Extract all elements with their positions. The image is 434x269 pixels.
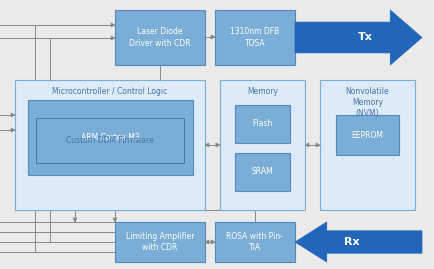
Polygon shape [111, 36, 115, 40]
Text: Tx: Tx [357, 33, 372, 43]
Bar [28, 100, 193, 175]
Polygon shape [315, 143, 319, 147]
Polygon shape [210, 35, 214, 39]
Text: Custom DDM Firmware: Custom DDM Firmware [66, 136, 154, 145]
Text: Rx: Rx [344, 237, 359, 247]
Text: Nonvolatile
Memory
(NVM): Nonvolatile Memory (NVM) [345, 87, 388, 118]
Text: Limiting Amplifier
with CDR: Limiting Amplifier with CDR [125, 232, 194, 252]
Bar [335, 115, 398, 155]
Bar [36, 118, 184, 163]
Polygon shape [73, 218, 77, 222]
Bar [234, 153, 289, 191]
Bar [214, 222, 294, 262]
Bar [15, 80, 204, 210]
Bar [214, 10, 294, 65]
Polygon shape [294, 10, 421, 65]
Text: Flash: Flash [252, 119, 272, 129]
Bar [319, 80, 414, 210]
Text: EEPROM: EEPROM [351, 130, 383, 140]
Polygon shape [113, 218, 117, 222]
Text: Microcontroller / Control Logic: Microcontroller / Control Logic [52, 87, 167, 96]
Text: SRAM: SRAM [251, 168, 273, 176]
Text: 1310nm DFB
TOSA: 1310nm DFB TOSA [230, 27, 279, 48]
Polygon shape [304, 143, 308, 147]
Text: Laser Diode
Driver with CDR: Laser Diode Driver with CDR [129, 27, 191, 48]
Polygon shape [11, 113, 15, 117]
Bar [220, 80, 304, 210]
Polygon shape [210, 240, 214, 244]
Text: Memory: Memory [247, 87, 277, 96]
Bar [115, 10, 204, 65]
Polygon shape [216, 143, 220, 147]
Text: ROSA with Pin-
TIA: ROSA with Pin- TIA [226, 232, 283, 252]
Polygon shape [204, 143, 208, 147]
Polygon shape [294, 222, 421, 262]
Polygon shape [204, 240, 208, 244]
Bar [115, 222, 204, 262]
Bar [234, 105, 289, 143]
Text: ARM Cortex M3: ARM Cortex M3 [81, 133, 140, 142]
Polygon shape [111, 23, 115, 27]
Polygon shape [11, 128, 15, 132]
